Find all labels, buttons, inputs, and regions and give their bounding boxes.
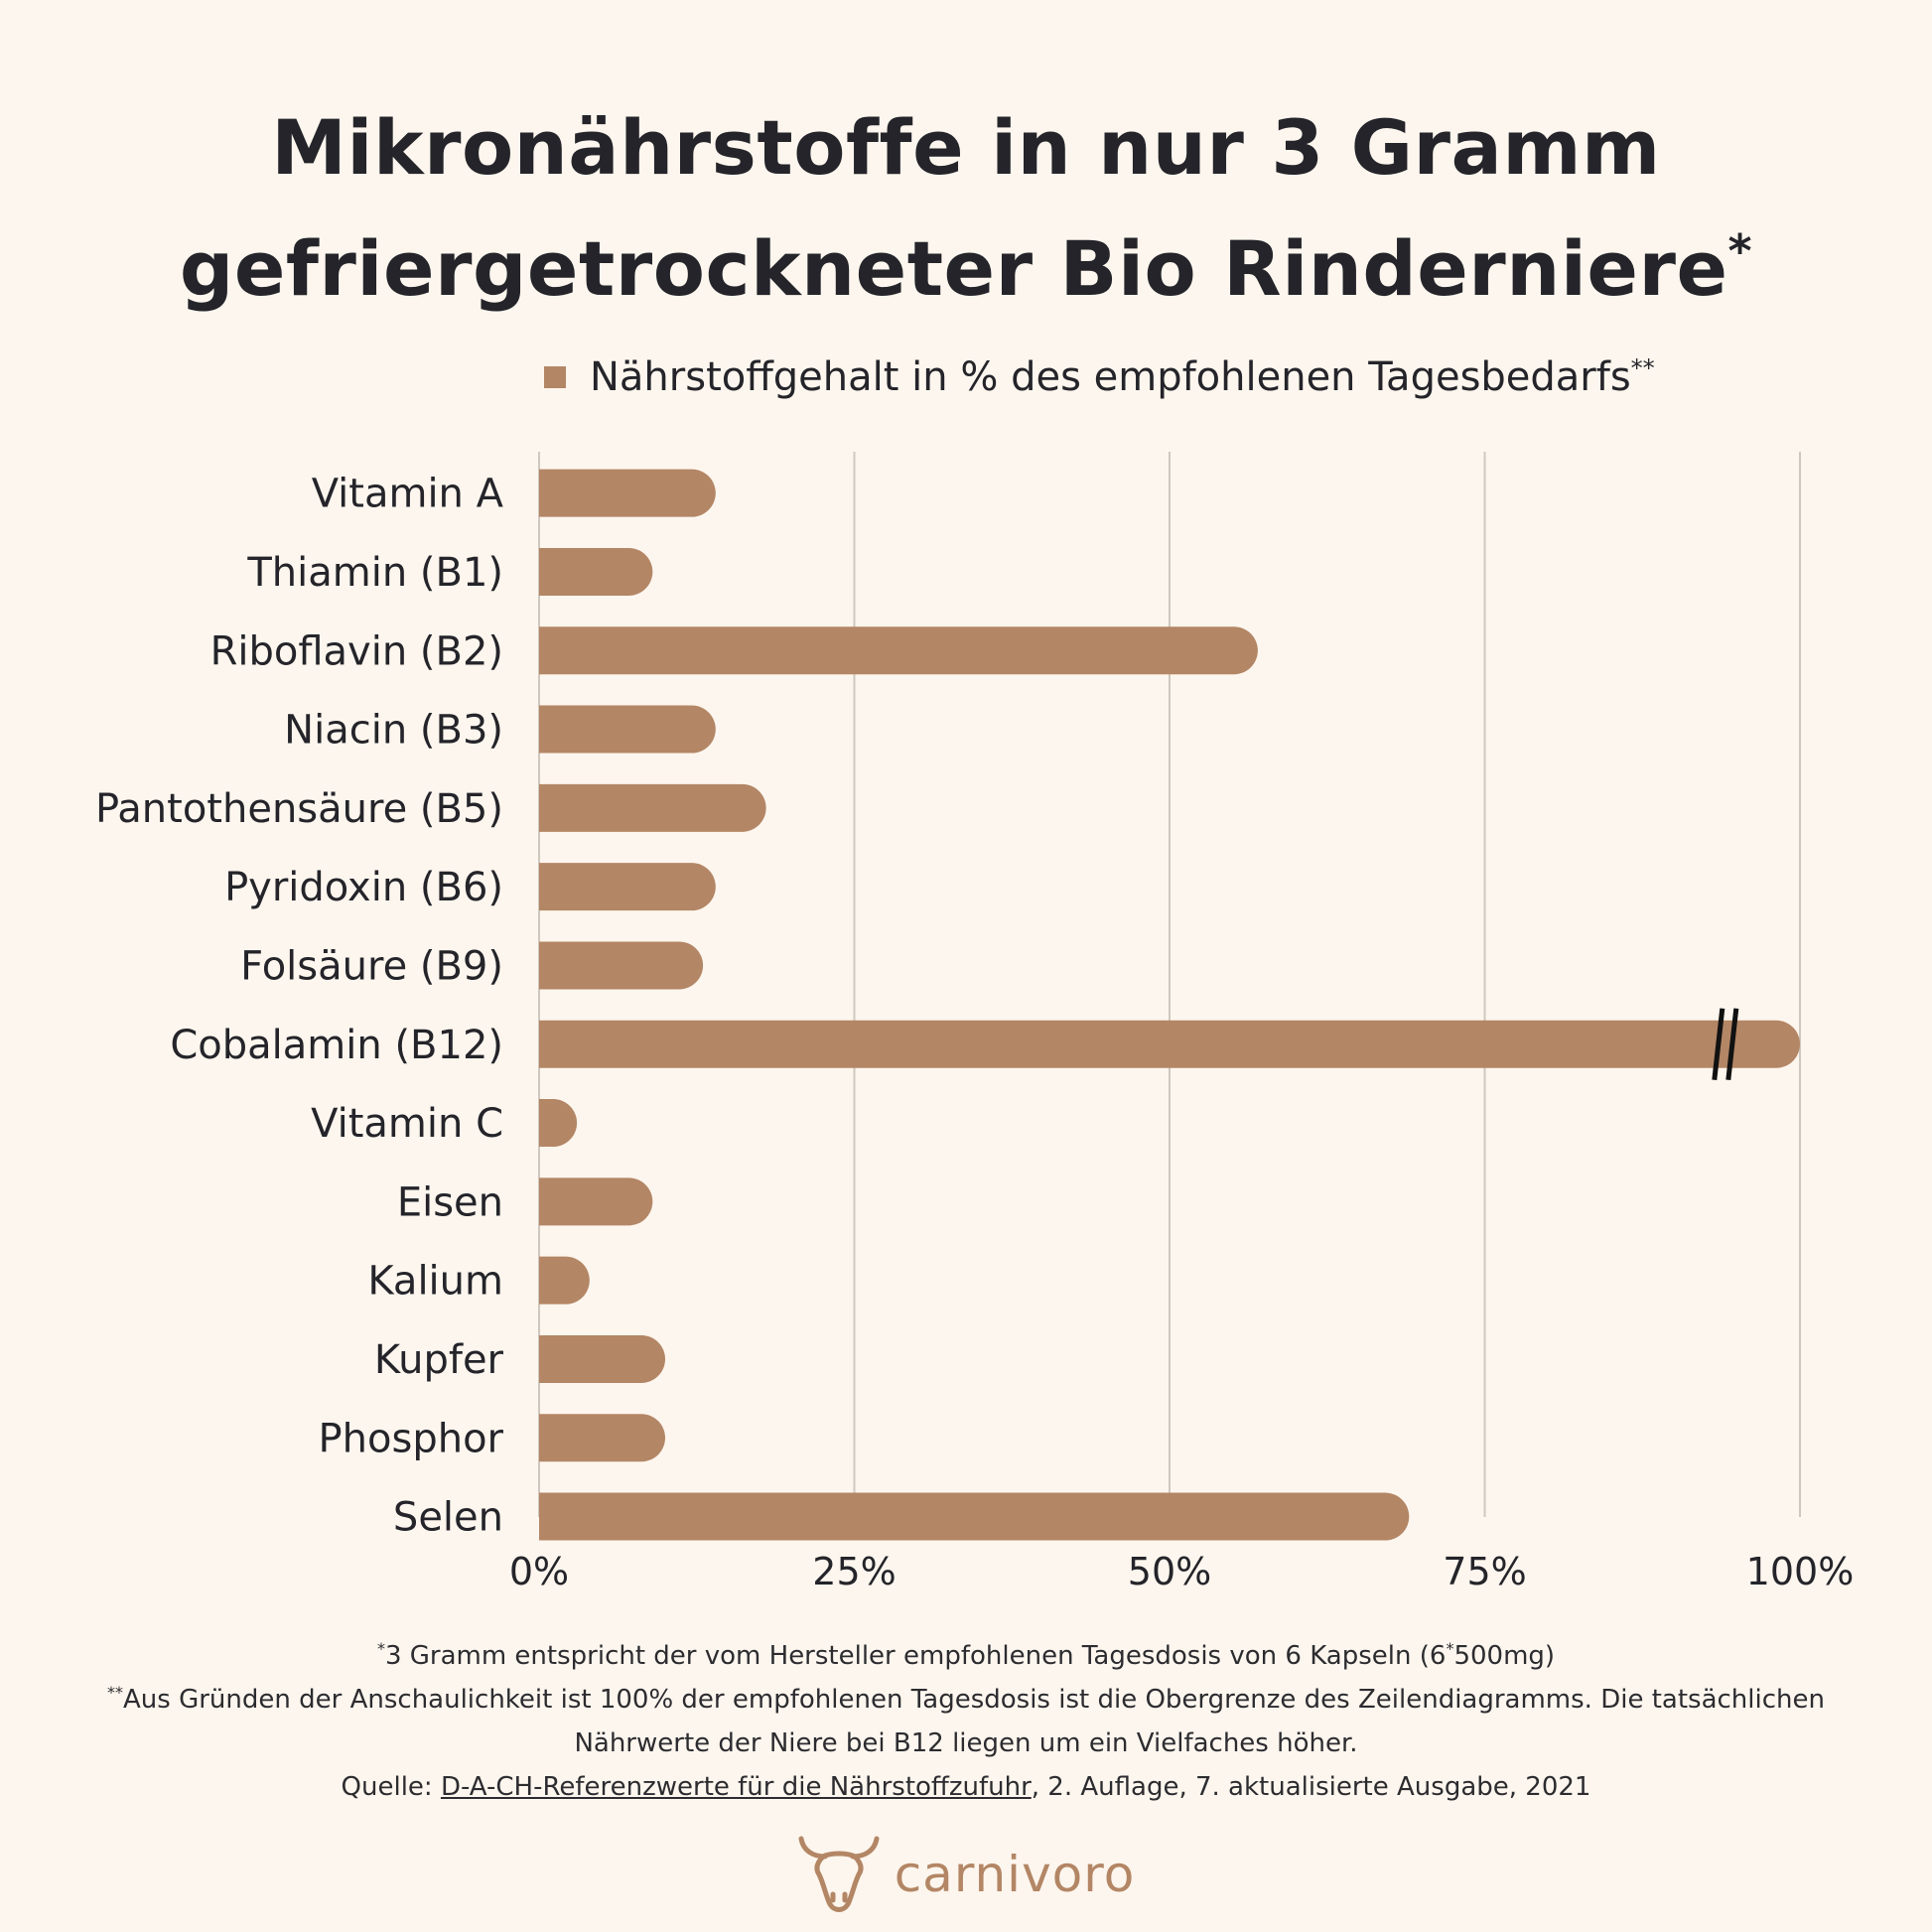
bar — [539, 1492, 1410, 1541]
legend-label: Nährstoffgehalt in % des empfohlenen Tag… — [590, 354, 1655, 400]
bar — [539, 705, 716, 754]
category-label: Kupfer — [374, 1337, 504, 1383]
bar — [539, 1256, 590, 1305]
bar — [539, 1020, 1801, 1068]
x-axis-ticks: 0% 25% 50% 75% 100% — [509, 1550, 1854, 1593]
brand-logo: carnivoro — [0, 1833, 1932, 1916]
category-label: Pyridoxin (B6) — [224, 865, 503, 910]
source-link[interactable]: D-A-CH-Referenzwerte für die Nährstoffzu… — [440, 1772, 1032, 1802]
footnote-source: Quelle: D-A-CH-Referenzwerte für die Näh… — [341, 1772, 1591, 1802]
x-tick-label: 50% — [1128, 1550, 1211, 1593]
category-label: Thiamin (B1) — [246, 550, 503, 596]
category-label: Folsäure (B9) — [240, 943, 503, 989]
break-stroke — [1712, 1008, 1725, 1081]
bar-chart: Vitamin A Thiamin (B1) Riboflavin (B2) Niac… — [95, 452, 1854, 1593]
category-label: Selen — [393, 1495, 503, 1541]
x-tick-label: 100% — [1746, 1550, 1855, 1593]
category-label: Pantothensäure (B5) — [95, 786, 503, 832]
legend-swatch — [544, 366, 566, 388]
chart-title: Mikronährstoffe in nur 3 Gramm gefrierge… — [0, 87, 1932, 330]
footnote-1: *3 Gramm entspricht der vom Hersteller e… — [376, 1639, 1556, 1672]
category-labels: Vitamin A Thiamin (B1) Riboflavin (B2) Niac… — [95, 472, 504, 1541]
break-stroke — [1725, 1008, 1739, 1081]
category-label: Cobalamin (B12) — [170, 1023, 503, 1068]
bars — [539, 469, 1801, 1541]
bar — [539, 783, 766, 832]
category-label: Vitamin A — [312, 472, 504, 517]
bar — [539, 1099, 578, 1148]
category-label: Vitamin C — [311, 1101, 503, 1147]
category-label: Eisen — [397, 1179, 503, 1225]
category-label: Phosphor — [319, 1416, 504, 1461]
bar — [539, 863, 716, 911]
title-line-2: gefriergetrockneter Bio Rinderniere — [179, 224, 1728, 313]
bar — [539, 547, 653, 596]
bar — [539, 626, 1258, 675]
footnote-2: **Aus Gründen der Anschaulichkeit ist 10… — [107, 1683, 1825, 1759]
brand-name: carnivoro — [894, 1846, 1136, 1903]
bull-head-icon — [798, 1836, 880, 1912]
category-label: Kalium — [367, 1259, 503, 1305]
category-label: Niacin (B3) — [284, 708, 503, 754]
category-label: Riboflavin (B2) — [210, 628, 503, 674]
bar — [539, 941, 704, 990]
bar — [539, 1414, 665, 1462]
bar — [539, 1334, 665, 1383]
title-line-1: Mikronährstoffe in nur 3 Gramm — [271, 103, 1661, 192]
grid-lines — [538, 452, 1801, 1517]
x-tick-label: 75% — [1443, 1550, 1526, 1593]
footnotes: *3 Gramm entspricht der vom Hersteller e… — [60, 1634, 1872, 1809]
legend-footnote-mark: ** — [1630, 354, 1655, 382]
x-tick-label: 25% — [812, 1550, 896, 1593]
bar — [539, 469, 716, 517]
x-tick-label: 0% — [509, 1550, 569, 1593]
title-footnote-mark: * — [1727, 224, 1753, 278]
axis-break-marker — [1712, 1008, 1739, 1081]
bar — [539, 1177, 653, 1226]
legend: Nährstoffgehalt in % des empfohlenen Tag… — [544, 347, 1655, 407]
